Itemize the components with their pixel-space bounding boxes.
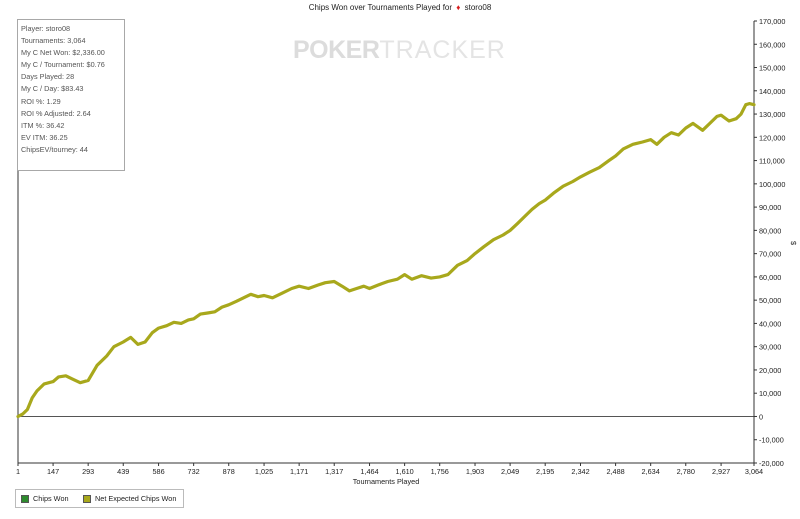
y-tick-label: 100,000: [759, 180, 785, 189]
stat-per-tournament: My C / Tournament: $0.76: [21, 60, 105, 70]
x-tick-label: 1,025: [255, 467, 273, 476]
y-tick-label: -20,000: [759, 459, 784, 468]
stat-per-day: My C / Day: $83.43: [21, 84, 84, 94]
stat-net-won: My C Net Won: $2,336.00: [21, 48, 105, 58]
x-tick-label: 1,756: [431, 467, 449, 476]
x-tick-label: 1,317: [325, 467, 343, 476]
legend-label-chips-won: Chips Won: [33, 494, 69, 503]
watermark-poker: POKER: [293, 36, 380, 64]
x-tick-label: 1,171: [290, 467, 308, 476]
legend-item-chips-won[interactable]: Chips Won: [21, 494, 69, 503]
y-tick-label: 0: [759, 412, 763, 421]
y-tick-label: 140,000: [759, 87, 785, 96]
y-tick-label: 70,000: [759, 250, 781, 259]
x-tick-label: 2,049: [501, 467, 519, 476]
x-tick-label: 1,610: [395, 467, 413, 476]
y-tick-label: 60,000: [759, 273, 781, 282]
x-tick-label: 732: [188, 467, 200, 476]
x-axis-label: Tournaments Played: [353, 477, 420, 486]
axes: [17, 21, 755, 464]
series-layer: [16, 101, 756, 419]
x-tick-label: 2,488: [606, 467, 624, 476]
watermark-tracker: TRACKER: [379, 36, 506, 64]
x-tick-label: 293: [82, 467, 94, 476]
series-line-net-expected-chips-won: [16, 101, 756, 419]
x-tick-label: 878: [223, 467, 235, 476]
y-tick-label: 150,000: [759, 64, 785, 73]
stat-itm: ITM %: 36.42: [21, 120, 65, 130]
x-tick-label: 1: [16, 467, 20, 476]
x-tick-label: 2,195: [536, 467, 554, 476]
x-tick-label: 1,903: [466, 467, 484, 476]
y-tick-label: 130,000: [759, 110, 785, 119]
x-tick-label: 2,780: [677, 467, 695, 476]
chart-legend: Chips Won Net Expected Chips Won: [15, 489, 184, 508]
x-tick-label: 1,464: [360, 467, 378, 476]
x-tick-label: 147: [47, 467, 59, 476]
title-text: Chips Won over Tournaments Played for: [308, 3, 453, 12]
stat-days-played: Days Played: 28: [21, 72, 75, 82]
x-tick-label: 586: [152, 467, 164, 476]
stat-ev-itm: EV ITM: 36.25: [21, 132, 68, 142]
y-tick-label: 160,000: [759, 40, 785, 49]
y-tick-label: 20,000: [759, 366, 781, 375]
y-tick-label: -10,000: [759, 436, 784, 445]
stat-roi-adjusted: ROI % Adjusted: 2.64: [21, 108, 91, 118]
y-tick-label: 90,000: [759, 203, 781, 212]
x-tick-label: 2,634: [642, 467, 660, 476]
legend-label-net-expected: Net Expected Chips Won: [95, 494, 177, 503]
legend-swatch-net-expected: [83, 494, 91, 503]
y-tick-label: 50,000: [759, 296, 781, 305]
y-tick-label: 120,000: [759, 133, 785, 142]
chart-title: Chips Won over Tournaments Played for ♦ …: [0, 3, 800, 12]
title-player: storo08: [464, 3, 492, 12]
y-tick-labels: -20,000 -10,000 0 10,000 20,000 30,000 40,000 5…: [754, 17, 785, 468]
y-axis-label: $: [789, 241, 798, 245]
stats-panel: Player: storo08 Tournaments: 3,064 My C …: [17, 19, 125, 171]
x-tick-label: 439: [117, 467, 129, 476]
stat-chipsev: ChipsEV/tourney: 44: [21, 144, 88, 154]
stat-roi: ROI %: 1.29: [21, 96, 61, 106]
y-tick-label: 80,000: [759, 226, 781, 235]
stat-tournaments: Tournaments: 3,064: [21, 36, 86, 46]
legend-item-net-expected[interactable]: Net Expected Chips Won: [83, 494, 176, 503]
y-tick-label: 110,000: [759, 157, 785, 166]
y-tick-label: 10,000: [759, 389, 781, 398]
diamond-icon: ♦: [456, 3, 461, 12]
x-tick-label: 3,064: [745, 467, 763, 476]
stat-player: Player: storo08: [21, 24, 71, 33]
pokertracker-watermark: POKERTRACKER: [293, 36, 506, 65]
y-tick-label: 40,000: [759, 319, 781, 328]
x-tick-label: 2,342: [571, 467, 589, 476]
y-tick-label: 30,000: [759, 343, 781, 352]
x-tick-label: 2,927: [712, 467, 730, 476]
x-tick-labels: 1 147 293 439 586 732 878 1,025 1,171 1,317 1,464 1…: [16, 463, 763, 476]
y-tick-label: 170,000: [759, 17, 785, 26]
legend-swatch-chips-won: [21, 494, 29, 503]
